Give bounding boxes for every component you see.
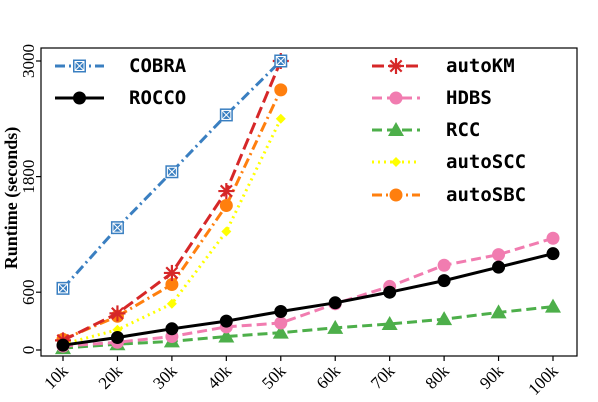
point-rocco [383, 285, 397, 299]
point-hdbs [274, 316, 288, 330]
x-tick-label: 20k [95, 361, 127, 393]
legend-item-autokm: autoKM [372, 55, 515, 77]
point-cobra [110, 221, 124, 235]
series-cobra [56, 54, 288, 295]
point-autoscc [275, 113, 286, 124]
legend-item-cobra: COBRA [55, 55, 187, 77]
x-tick-label: 30k [149, 361, 181, 393]
point-cobra [219, 108, 233, 122]
legend-label-cobra: COBRA [129, 55, 187, 77]
x-tick-label: 80k [421, 361, 453, 393]
series-rocco [56, 247, 560, 352]
legend-item-autoscc: autoSCC [372, 151, 526, 173]
plot-frame [40, 47, 578, 357]
series-line-rcc [62, 305, 554, 350]
legend: COBRA ROCCO autoKM HDBS RCC autoSCC autoSBC [55, 55, 526, 206]
point-rocco [437, 274, 451, 288]
x-tick-label: 10k [40, 361, 72, 393]
legend-marker-autoscc [391, 157, 401, 167]
point-rcc [490, 304, 507, 319]
point-rocco [219, 314, 233, 328]
point-rcc [218, 328, 235, 343]
series-rcc [55, 298, 561, 355]
point-rcc [436, 311, 453, 326]
point-autokm [218, 183, 235, 200]
legend-label-autosbc: autoSBC [446, 184, 526, 206]
point-cobra [274, 54, 288, 68]
y-tick-label: 600 [19, 279, 38, 305]
x-tick-label: 70k [367, 361, 399, 393]
point-autosbc [219, 199, 233, 212]
y-tick-label: 3000 [19, 44, 38, 78]
legend-marker-rocco [73, 91, 86, 105]
x-tick-label: 50k [258, 361, 290, 393]
point-rocco [492, 260, 506, 274]
legend-marker-autosbc [389, 188, 403, 202]
legend-label-autoscc: autoSCC [446, 151, 526, 173]
point-autoscc [166, 298, 177, 309]
legend-item-autosbc: autoSBC [372, 184, 526, 206]
point-hdbs [492, 248, 506, 262]
point-rocco [165, 322, 179, 336]
point-hdbs [546, 231, 560, 245]
point-autokm [109, 305, 126, 322]
point-rcc [545, 298, 561, 313]
point-rocco [546, 247, 560, 261]
point-rcc [272, 324, 289, 339]
point-autokm [163, 264, 180, 281]
y-tick-label: 1800 [19, 160, 38, 194]
series-line-rocco [62, 252, 554, 347]
legend-item-rcc: RCC [372, 119, 480, 141]
point-autoscc [221, 226, 232, 237]
y-tick-label: 0 [19, 346, 38, 355]
legend-marker-hdbs [389, 91, 403, 105]
x-tick-label: 60k [313, 361, 345, 393]
legend-item-rocco: ROCCO [55, 87, 186, 109]
series-line-cobra [61, 59, 282, 290]
legend-label-rcc: RCC [446, 119, 480, 141]
legend-item-hdbs: HDBS [372, 87, 492, 109]
legend-label-rocco: ROCCO [129, 87, 186, 109]
y-axis-label: Runtime (seconds) [1, 127, 22, 270]
legend-marker-rcc [388, 122, 404, 136]
point-rcc [327, 319, 344, 334]
x-tick-label: 100k [524, 361, 562, 399]
legend-marker-cobra [73, 59, 86, 73]
series-line-autoscc [62, 118, 283, 346]
point-rocco [328, 296, 342, 310]
point-cobra [56, 281, 70, 295]
point-cobra [165, 165, 179, 179]
point-rocco [56, 338, 70, 352]
legend-label-hdbs: HDBS [446, 87, 492, 109]
series-line-hdbs [62, 236, 554, 348]
point-hdbs [437, 258, 451, 272]
point-autosbc [165, 277, 179, 291]
x-tick-label: 90k [476, 361, 508, 393]
legend-label-autokm: autoKM [446, 55, 515, 77]
point-autosbc [274, 83, 288, 97]
point-rcc [381, 315, 398, 330]
point-rocco [274, 304, 288, 318]
series-autoscc [58, 113, 286, 350]
legend-marker-autokm [388, 58, 404, 74]
point-rocco [110, 330, 124, 344]
x-tick-label: 40k [204, 361, 236, 393]
series-layer [55, 53, 561, 355]
